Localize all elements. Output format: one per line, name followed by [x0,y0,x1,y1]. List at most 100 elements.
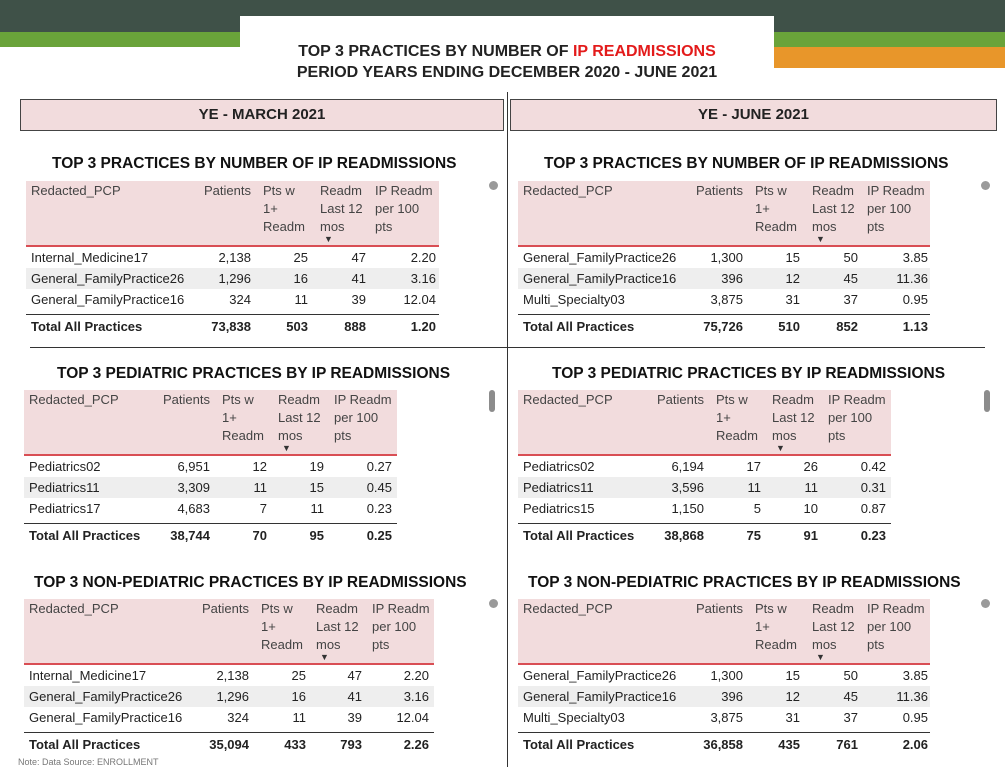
col-header-per100-line-2[interactable]: pts [867,219,885,234]
col-header-pts-line-2[interactable]: Readm [755,219,797,234]
col-header-pts-line-1[interactable]: 1+ [222,410,237,425]
col-header-patients[interactable]: Patients [202,601,249,616]
col-header-per100-line-2[interactable]: pts [375,219,393,234]
col-header-patients[interactable]: Patients [657,392,704,407]
col-header-pts-line-1[interactable]: 1+ [261,619,276,634]
col-header-readm-line-2[interactable]: mos [320,219,345,234]
table-row[interactable] [518,268,930,289]
col-header-readm-line-0[interactable]: Readm [772,392,814,407]
scrollbar-thumb[interactable] [984,390,990,412]
total-label: Total All Practices [29,528,141,543]
total-per100: 0.25 [366,528,392,543]
col-header-per100-line-0[interactable]: IP Readm [334,392,392,407]
col-header-per100-line-1[interactable]: per 100 [334,410,379,425]
table-row[interactable] [26,268,439,289]
col-header-pts-line-0[interactable]: Pts w [263,183,295,198]
col-header-per100-line-0[interactable]: IP Readm [375,183,433,198]
col-header-pts-line-0[interactable]: Pts w [716,392,748,407]
col-header-pts-line-2[interactable]: Readm [755,637,797,652]
cell-readm: 50 [843,250,858,265]
col-header-readm-line-2[interactable]: mos [812,219,837,234]
cell-pts: 12 [785,689,800,704]
col-header-pts-line-2[interactable]: Readm [263,219,305,234]
sort-descending-icon[interactable]: ▼ [816,652,825,662]
scroll-indicator[interactable] [981,599,990,608]
table-row[interactable] [24,477,397,498]
col-header-per100-line-1[interactable]: per 100 [867,201,912,216]
scroll-indicator[interactable] [489,181,498,190]
col-header-pcp[interactable]: Redacted_PCP [523,183,613,198]
col-header-readm-line-0[interactable]: Readm [320,183,362,198]
col-header-pts-line-1[interactable]: 1+ [716,410,731,425]
col-header-readm-line-2[interactable]: mos [772,428,797,443]
col-header-pts-line-1[interactable]: 1+ [263,201,278,216]
scroll-indicator[interactable] [489,599,498,608]
col-header-readm-line-1[interactable]: Last 12 [812,201,855,216]
col-header-per100-line-1[interactable]: per 100 [828,410,873,425]
scrollbar-thumb[interactable] [489,390,495,412]
col-header-pts-line-0[interactable]: Pts w [222,392,254,407]
table-row[interactable] [518,686,930,707]
col-header-pts-line-2[interactable]: Readm [261,637,303,652]
table-row[interactable] [24,686,434,707]
col-header-readm-line-0[interactable]: Readm [316,601,358,616]
col-header-per100-line-2[interactable]: pts [828,428,846,443]
col-header-patients[interactable]: Patients [696,601,743,616]
col-header-per100-line-0[interactable]: IP Readm [867,183,925,198]
col-header-readm-line-1[interactable]: Last 12 [316,619,359,634]
col-header-readm-line-2[interactable]: mos [278,428,303,443]
col-header-readm-line-1[interactable]: Last 12 [278,410,321,425]
sort-descending-icon[interactable]: ▼ [776,443,785,453]
col-header-per100-line-1[interactable]: per 100 [375,201,420,216]
total-separator [26,314,439,315]
cell-pcp: Multi_Specialty03 [523,292,625,307]
col-header-pts-line-0[interactable]: Pts w [755,183,787,198]
col-header-pcp[interactable]: Redacted_PCP [31,183,121,198]
col-header-per100-line-0[interactable]: IP Readm [867,601,925,616]
col-header-pts-line-0[interactable]: Pts w [261,601,293,616]
cell-pts: 15 [785,668,800,683]
total-label: Total All Practices [523,319,635,334]
col-header-pts-line-2[interactable]: Readm [716,428,758,443]
col-header-readm-line-0[interactable]: Readm [812,601,854,616]
section-title-all_mar: TOP 3 PRACTICES BY NUMBER OF IP READMISS… [52,155,457,172]
col-header-per100-line-1[interactable]: per 100 [372,619,417,634]
col-header-per100-line-2[interactable]: pts [372,637,390,652]
col-header-patients[interactable]: Patients [204,183,251,198]
col-header-pts-line-1[interactable]: 1+ [755,201,770,216]
col-header-pcp[interactable]: Redacted_PCP [523,392,613,407]
section-title-nonped_jun: TOP 3 NON-PEDIATRIC PRACTICES BY IP READ… [528,574,961,591]
cell-per100: 12.04 [396,710,429,725]
col-header-per100-line-0[interactable]: IP Readm [828,392,886,407]
col-header-pts-line-0[interactable]: Pts w [755,601,787,616]
col-header-readm-line-1[interactable]: Last 12 [772,410,815,425]
cell-readm: 47 [351,250,366,265]
table-row[interactable] [518,477,891,498]
report-subtitle: PERIOD YEARS ENDING DECEMBER 2020 - JUNE… [296,64,718,81]
sort-descending-icon[interactable]: ▼ [320,652,329,662]
sort-descending-icon[interactable]: ▼ [816,234,825,244]
col-header-readm-line-2[interactable]: mos [812,637,837,652]
col-header-patients[interactable]: Patients [696,183,743,198]
col-header-pts-line-2[interactable]: Readm [222,428,264,443]
horizontal-divider [30,347,985,348]
col-header-patients[interactable]: Patients [163,392,210,407]
col-header-readm-line-1[interactable]: Last 12 [320,201,363,216]
col-header-pcp[interactable]: Redacted_PCP [523,601,613,616]
col-header-readm-line-2[interactable]: mos [316,637,341,652]
col-header-pcp[interactable]: Redacted_PCP [29,392,119,407]
sort-descending-icon[interactable]: ▼ [324,234,333,244]
col-header-per100-line-2[interactable]: pts [867,637,885,652]
scroll-indicator[interactable] [981,181,990,190]
col-header-per100-line-0[interactable]: IP Readm [372,601,430,616]
col-header-readm-line-0[interactable]: Readm [278,392,320,407]
col-header-pcp[interactable]: Redacted_PCP [29,601,119,616]
cell-per100: 3.16 [403,689,429,704]
col-header-per100-line-2[interactable]: pts [334,428,352,443]
col-header-per100-line-1[interactable]: per 100 [867,619,912,634]
col-header-readm-line-1[interactable]: Last 12 [812,619,855,634]
sort-descending-icon[interactable]: ▼ [282,443,291,453]
cell-per100: 0.31 [860,480,886,495]
col-header-readm-line-0[interactable]: Readm [812,183,854,198]
col-header-pts-line-1[interactable]: 1+ [755,619,770,634]
